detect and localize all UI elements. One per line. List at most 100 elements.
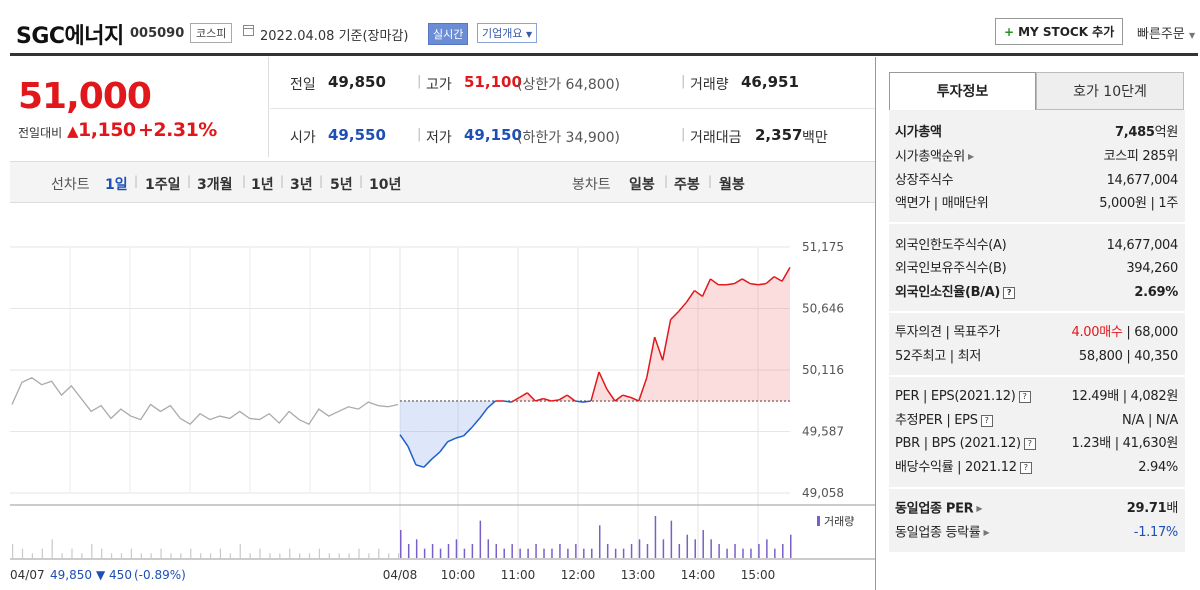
volume-bar (702, 530, 704, 558)
price-segment (670, 310, 680, 321)
help-icon[interactable]: ? (1018, 390, 1031, 403)
sector-change: -1.17% (1133, 525, 1179, 540)
volume-bar (368, 553, 370, 558)
row-sector-change[interactable]: 동일업종 등락률 ▶ -1.17% (895, 523, 1178, 543)
help-icon[interactable]: ? (980, 414, 993, 427)
volume-bar (439, 548, 442, 558)
volume-bar (130, 548, 132, 558)
period-1y[interactable]: 1년 (251, 177, 274, 193)
price-segment (447, 437, 457, 443)
row-opinion: 투자의견 | 목표주가 4.00매수 | 68,000 (895, 323, 1178, 343)
help-icon[interactable]: ? (1023, 437, 1036, 450)
shares: 14,677,004 (1106, 173, 1179, 188)
change-label: 전일대비 (18, 126, 63, 140)
area-segment (742, 278, 751, 401)
line-chart-label: 선차트 (51, 177, 90, 193)
x-tick-label: 13:00 (621, 568, 656, 582)
sector-per-value: 29.71배 (1126, 499, 1179, 519)
volume-bar (782, 544, 784, 558)
area-segment (654, 337, 663, 401)
volume-bar (338, 553, 340, 558)
period-3m[interactable]: 3개월 (197, 177, 233, 193)
tab-quote-10[interactable]: 호가 10단계 (1036, 72, 1184, 110)
week52-label: 52주최고 | 최저 (895, 349, 981, 364)
volume-bar (398, 553, 400, 558)
chevron-down-icon: ▼ (1188, 31, 1196, 40)
area-segment (511, 397, 520, 403)
price-segment (614, 394, 624, 402)
company-overview-button[interactable]: 기업개요 ▼ (477, 23, 538, 43)
volume-bar (239, 544, 241, 558)
volume-bar (140, 553, 142, 558)
volume-bar (61, 553, 63, 558)
divider: | (708, 174, 713, 188)
sector-per: 29.71 (1126, 501, 1167, 516)
price-segment (733, 278, 743, 285)
candle-weekly[interactable]: 주봉 (674, 177, 700, 193)
area-segment (718, 284, 727, 401)
divider: | (417, 74, 422, 89)
area-segment (479, 400, 488, 419)
intraday-price-chart[interactable]: 51,175 50,646 50,116 49,587 49,058 04/08 10:0… (10, 203, 875, 590)
divider: | (417, 127, 422, 142)
area-segment (702, 278, 711, 401)
price-segment (653, 336, 664, 361)
volume-bar (289, 548, 291, 558)
foreign-hold: 394,260 (1126, 261, 1178, 276)
row-sector-per[interactable]: 동일업종 PER ▶ 29.71배 (895, 499, 1178, 519)
period-1d[interactable]: 1일 (105, 177, 128, 193)
volume-bar (670, 520, 673, 558)
volume-bar (598, 525, 601, 558)
realtime-button[interactable]: 실시간 (428, 23, 469, 45)
quick-order-button[interactable]: 빠른주문 ▼ (1137, 23, 1195, 42)
row-est-per: 추정PER | EPS? N/A | N/A (895, 411, 1178, 431)
price-segment (574, 400, 584, 403)
volume-bar (318, 548, 321, 558)
candle-monthly[interactable]: 월봉 (719, 177, 745, 193)
divider: | (134, 174, 139, 188)
price-segment (455, 435, 464, 439)
price-segment (709, 278, 719, 286)
volume-bar (479, 520, 482, 558)
price-segment (701, 278, 712, 297)
opinion-value: 4.00매수 | 68,000 (1071, 323, 1178, 343)
add-mystock-button[interactable]: + MY STOCK 추가 (995, 18, 1124, 45)
volume-bar (591, 548, 593, 558)
volume-bar (694, 539, 696, 558)
today-series (399, 266, 791, 468)
volume-bar (279, 553, 281, 558)
area-segment (407, 400, 416, 465)
volume: 46,951 (741, 73, 799, 91)
volume-bar (31, 553, 33, 558)
x-axis-labels: 04/08 10:00 11:00 12:00 13:00 14:00 15:00 (383, 568, 776, 582)
volume-bar (180, 553, 182, 558)
area-segment (622, 395, 631, 401)
row-per: PER | EPS(2021.12)? 12.49배 | 4,082원 (895, 387, 1178, 407)
period-5y[interactable]: 5년 (330, 177, 353, 193)
period-3y[interactable]: 3년 (290, 177, 313, 193)
price-segment (566, 394, 576, 402)
area-segment (766, 276, 775, 401)
row-rank[interactable]: 시가총액순위 ▶ 코스피 285위 (895, 147, 1178, 167)
price-segment (526, 392, 536, 402)
candle-chart-label: 봉차트 (572, 177, 611, 193)
volume-bar (535, 544, 537, 558)
help-icon[interactable]: ? (1019, 461, 1032, 474)
candle-daily[interactable]: 일봉 (629, 177, 655, 193)
period-10y[interactable]: 10년 (369, 177, 402, 193)
price-segment (511, 396, 520, 403)
base-date: 2022.04.08 기준(장마감) (260, 29, 409, 44)
tab-invest-info[interactable]: 투자정보 (889, 72, 1036, 110)
market-cap: 7,485 (1115, 125, 1155, 140)
volume-bar (190, 548, 192, 558)
row-market-cap: 시가총액 7,485억원 (895, 123, 1178, 143)
price-segment (487, 400, 497, 409)
price-segment (765, 276, 775, 285)
est-per-label-wrap: 추정PER | EPS? (895, 411, 993, 431)
sector-per-unit: 배 (1166, 501, 1178, 516)
period-1w[interactable]: 1주일 (145, 177, 181, 193)
y-tick-label: 49,058 (802, 486, 844, 500)
current-price: 51,000 (18, 76, 152, 117)
volume-bar (750, 548, 752, 558)
help-icon[interactable]: ? (1003, 286, 1016, 299)
